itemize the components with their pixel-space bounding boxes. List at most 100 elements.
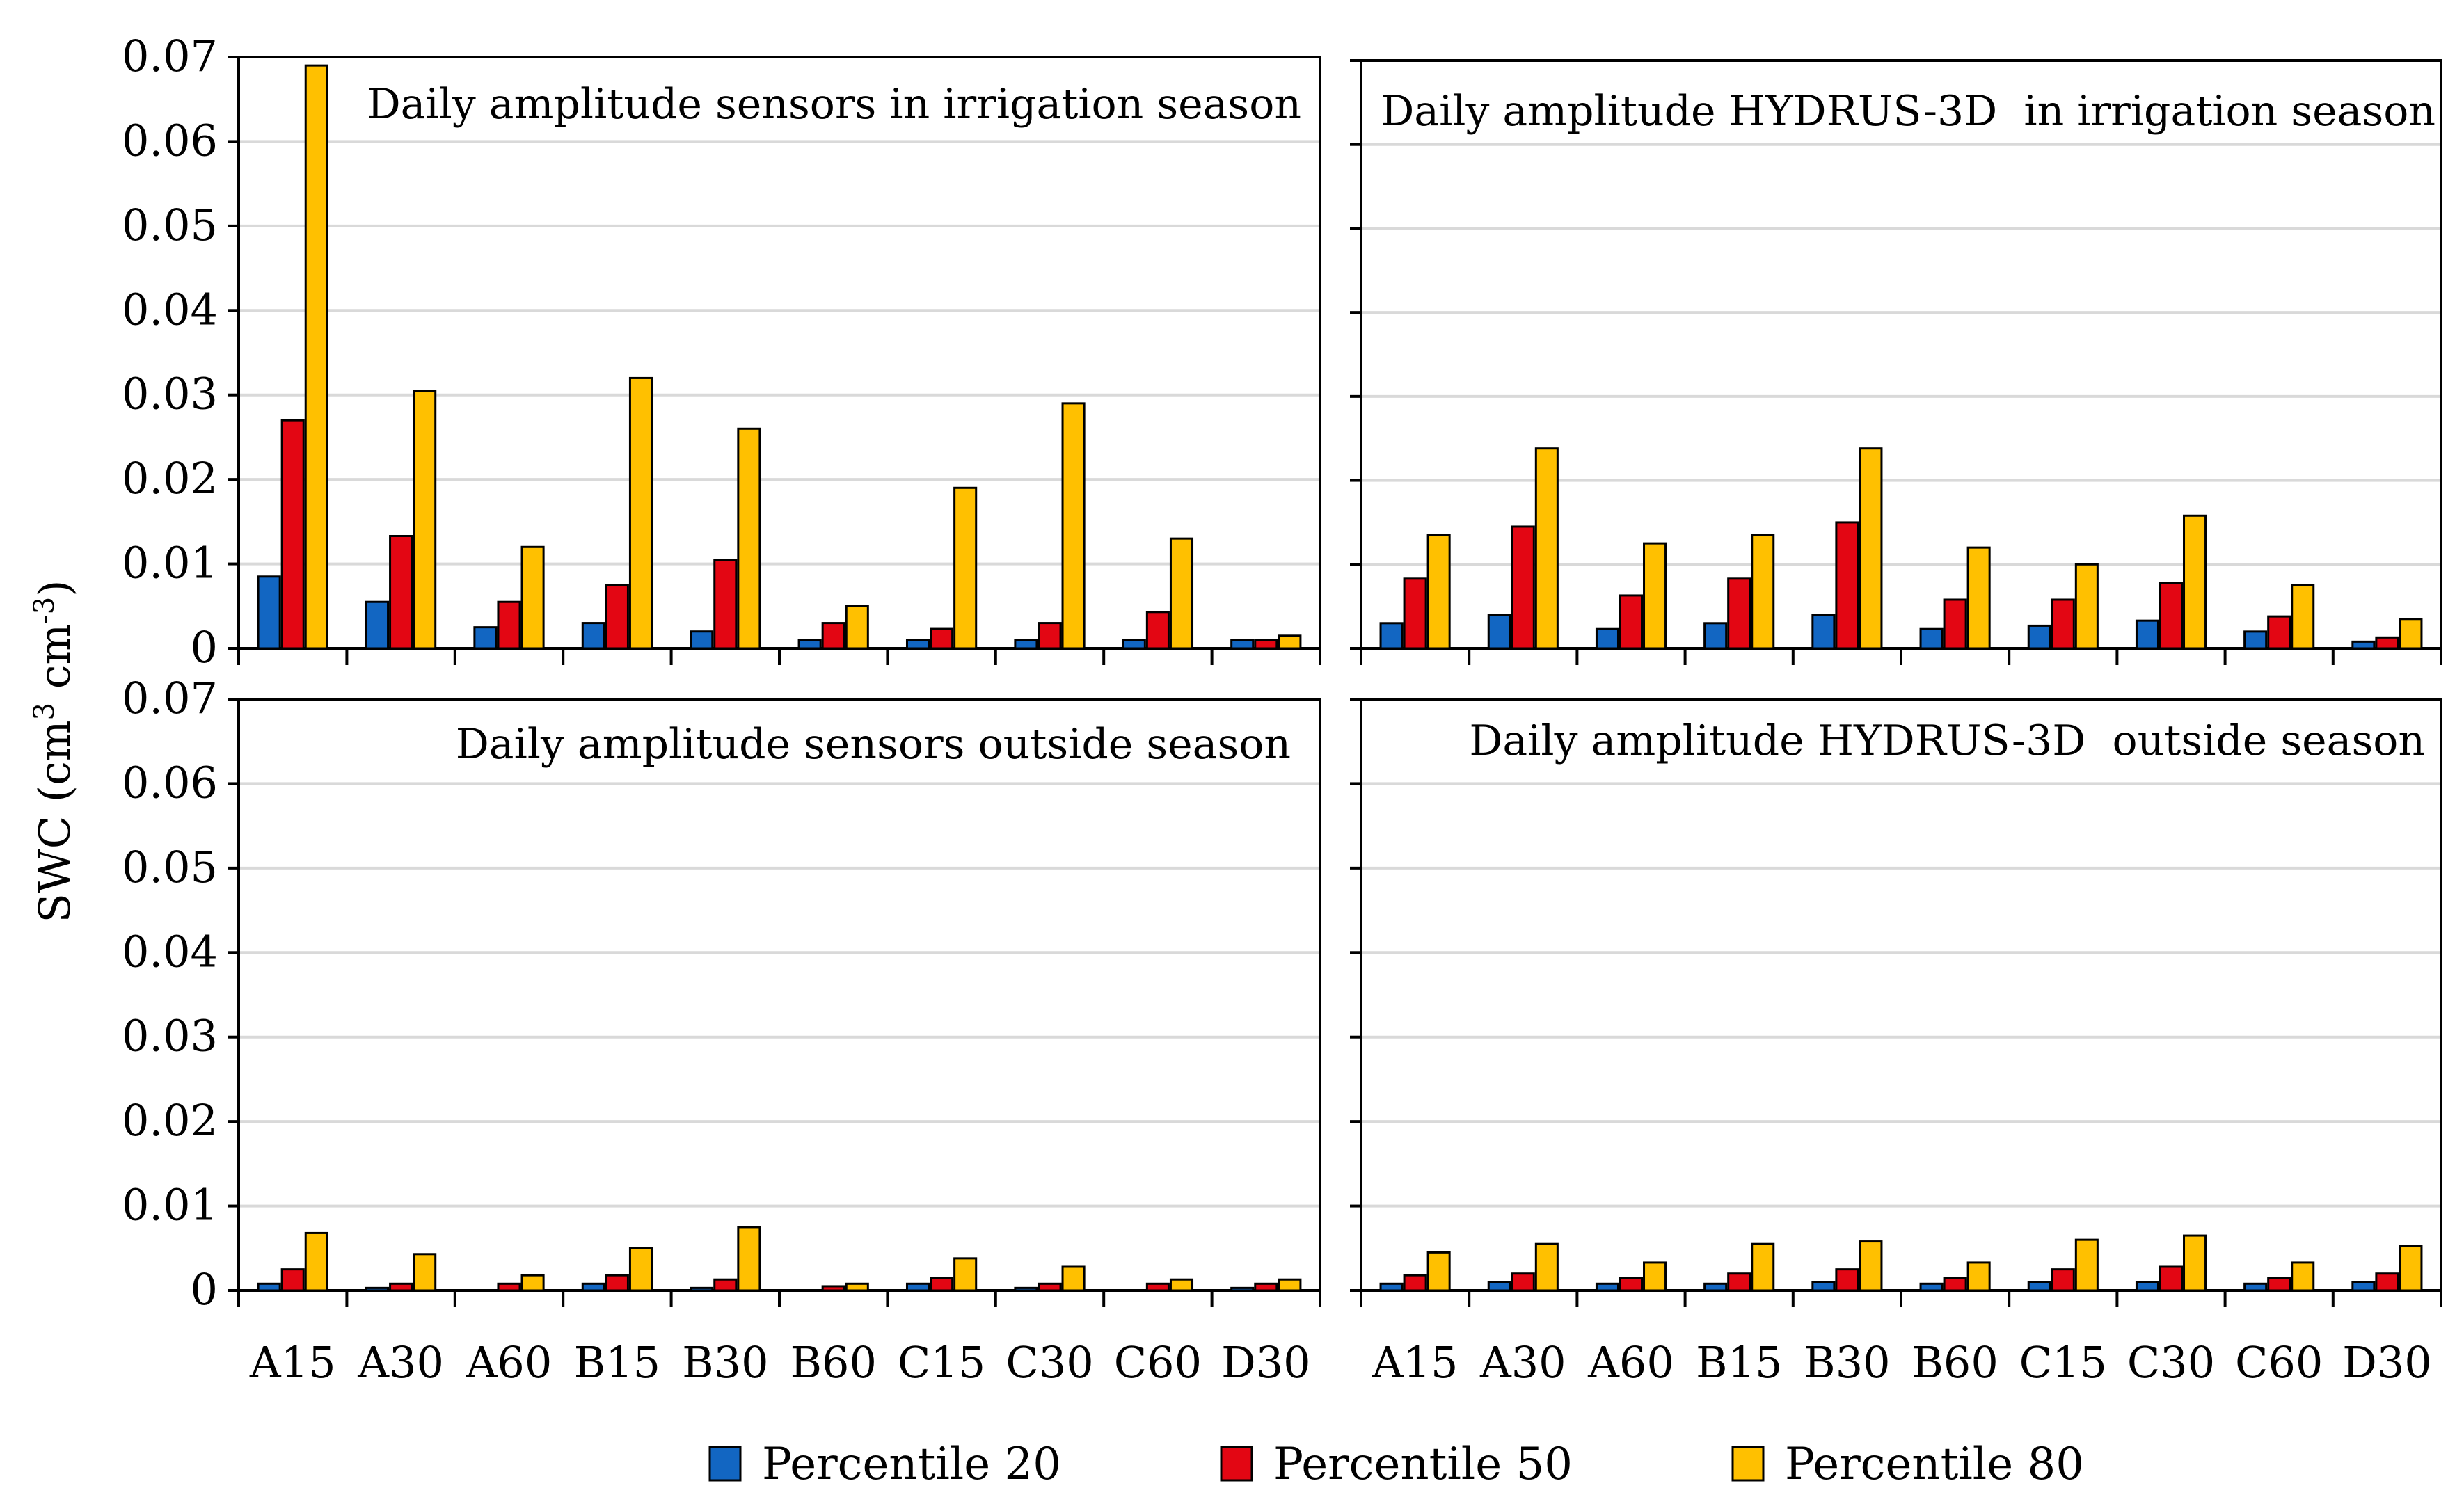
bar-a30-p80: [413, 390, 437, 650]
bar-c60-p50: [2267, 1277, 2291, 1292]
bar-b60-p80: [1966, 1261, 1991, 1292]
panel-title: Daily amplitude HYDRUS-3D in irrigation …: [1381, 87, 2435, 136]
bar-c60-p50: [2267, 615, 2291, 650]
panels-group: 0 0.01 0.02 0.03 0.04 0.05 0.06 0.07 Daily ampli…: [122, 31, 2442, 1388]
bar-a30-p20: [1487, 614, 1511, 650]
bar-b15-p20: [1703, 622, 1728, 650]
y-axis-title: SWC (cm3 cm-3): [29, 580, 80, 923]
bar-c30-p20: [1014, 1286, 1038, 1292]
x-tick-label-a30: A30: [357, 1337, 444, 1388]
bar-b30-p80: [1859, 1240, 1883, 1292]
legend-swatch-p20: [708, 1446, 742, 1482]
bar-c30-p50: [1038, 1282, 1062, 1292]
x-tick-label-d30: D30: [1221, 1337, 1311, 1388]
bar-c15-p50: [930, 1277, 954, 1292]
x-tick-label-d30: D30: [2342, 1337, 2432, 1388]
x-tick-label-c15: C15: [898, 1337, 985, 1388]
bar-c30-p80: [1061, 1265, 1086, 1292]
bar-c60-p20: [2243, 630, 2268, 650]
chart-panel-4: A15 A30 A60 B15 B30 B60 C15 C30 C60 D30 Daily ampl…: [1350, 698, 2442, 1388]
bar-d30-p80: [2399, 618, 2423, 650]
bar-a30-p20: [1487, 1281, 1511, 1292]
bar-b30-p20: [1811, 614, 1836, 650]
panel-title: Daily amplitude sensors outside season: [456, 720, 1291, 769]
bar-b30-p20: [1811, 1281, 1836, 1292]
x-tick-label-b30: B30: [1804, 1337, 1890, 1388]
bar-a15-p80: [1426, 534, 1451, 650]
bar-b30-p20: [690, 1286, 714, 1292]
legend-label-p20: Percentile 20: [762, 1439, 1061, 1490]
bar-b30-p50: [1835, 1268, 1859, 1292]
bar-a60-p80: [520, 545, 545, 650]
bar-d30-p80: [1278, 634, 1302, 650]
bar-b15-p50: [1727, 1272, 1751, 1292]
bar-a30-p50: [389, 535, 413, 650]
bar-c30-p80: [2183, 1234, 2207, 1292]
bar-b60-p20: [1919, 1282, 1944, 1292]
bar-b30-p50: [1835, 521, 1859, 650]
bar-d30-p20: [2351, 1281, 2376, 1292]
bar-c30-p80: [1061, 402, 1086, 650]
legend: Percentile 20 Percentile 50 Percentile 8…: [708, 1439, 2084, 1490]
bar-c15-p50: [2051, 1268, 2075, 1292]
bar-c30-p20: [2135, 619, 2159, 650]
bar-a15-p20: [1379, 622, 1404, 650]
bar-a30-p50: [389, 1282, 413, 1292]
bar-b15-p80: [1751, 1242, 1775, 1292]
x-tick-label-c60: C60: [2235, 1337, 2323, 1388]
bar-d30-p80: [1278, 1278, 1302, 1292]
bar-c30-p20: [2135, 1281, 2159, 1292]
y-axis-title-main: SWC (cm: [29, 720, 80, 922]
bar-c60-p20: [1122, 639, 1146, 650]
bar-a60-p20: [1595, 627, 1619, 650]
bar-a60-p50: [497, 1282, 521, 1292]
y-tick-label: 0.05: [122, 842, 218, 893]
y-tick-label: 0.02: [122, 1095, 218, 1146]
bar-a15-p80: [1426, 1251, 1451, 1292]
bar-a15-p50: [1403, 577, 1427, 650]
bar-d30-p20: [2351, 640, 2376, 650]
bar-c15-p20: [2027, 624, 2051, 650]
bar-c15-p80: [953, 486, 978, 650]
plot-frame: [237, 698, 1321, 1292]
bar-b60-p20: [1919, 627, 1944, 650]
x-tick-label-b15: B15: [1696, 1337, 1782, 1388]
bar-b30-p50: [713, 1278, 738, 1292]
bar-c60-p80: [1169, 1278, 1194, 1292]
x-tick-label-b15: B15: [574, 1337, 660, 1388]
bar-c15-p80: [953, 1257, 978, 1292]
y-tick-label: 0: [191, 622, 218, 673]
bar-c15-p20: [905, 1282, 930, 1292]
chart-panel-1: 0 0.01 0.02 0.03 0.04 0.05 0.06 0.07 Daily ampli…: [122, 31, 1321, 673]
bar-a15-p50: [1403, 1274, 1427, 1292]
bar-a60-p20: [473, 626, 498, 650]
x-tick-label-b30: B30: [682, 1337, 768, 1388]
chart-panel-2: Daily amplitude HYDRUS-3D in irrigation …: [1350, 59, 2442, 665]
bar-b15-p20: [581, 622, 605, 650]
bar-c60-p50: [1145, 611, 1170, 650]
bar-b15-p50: [605, 1274, 629, 1292]
bar-c15-p20: [905, 639, 930, 650]
bar-b60-p80: [845, 1282, 869, 1292]
x-tick-label-b60: B60: [790, 1337, 876, 1388]
bar-d30-p50: [1254, 639, 1278, 650]
bar-a30-p50: [1511, 525, 1535, 650]
x-tick-label-c15: C15: [2019, 1337, 2107, 1388]
y-axis-title-sup1: 3: [29, 703, 61, 720]
y-axis-title-end: ): [29, 580, 80, 597]
legend-swatch-p80: [1731, 1446, 1765, 1482]
bar-c15-p50: [2051, 598, 2075, 650]
y-tick-label: 0.07: [122, 31, 218, 81]
bar-b15-p20: [1703, 1282, 1728, 1292]
y-tick-label: 0.07: [122, 673, 218, 723]
y-axis-title-mid: cm: [29, 624, 80, 703]
x-tick-label-a15: A15: [249, 1337, 336, 1388]
bar-a15-p50: [280, 1268, 305, 1292]
bar-a60-p80: [1643, 542, 1667, 650]
bar-c15-p50: [930, 627, 954, 650]
bar-a60-p50: [1619, 594, 1644, 650]
bar-a60-p50: [497, 600, 521, 650]
x-tick-label-c60: C60: [1114, 1337, 1202, 1388]
y-tick-label: 0.06: [122, 757, 218, 808]
